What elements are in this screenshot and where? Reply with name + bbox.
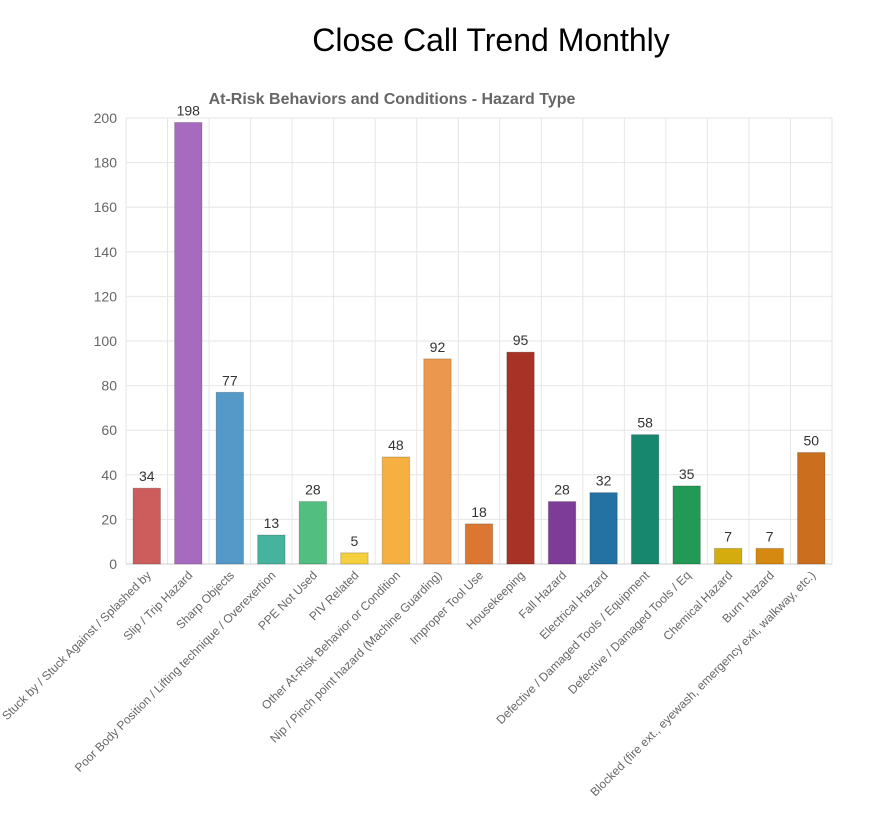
y-tick-label: 140 xyxy=(94,244,118,260)
bar[interactable] xyxy=(298,501,328,565)
bar-value-label: 7 xyxy=(724,528,732,544)
bar[interactable] xyxy=(713,547,743,565)
bar[interactable] xyxy=(547,501,577,565)
bar[interactable] xyxy=(797,452,826,565)
page-title: Close Call Trend Monthly xyxy=(312,22,670,58)
bar-value-label: 7 xyxy=(766,528,774,544)
y-tick-label: 60 xyxy=(101,422,117,438)
y-tick-label: 120 xyxy=(94,288,118,304)
bar[interactable] xyxy=(215,391,245,565)
x-tick-label: Defective / Damaged Tools / Equipment xyxy=(493,568,652,727)
bar-value-label: 198 xyxy=(177,102,201,118)
bar-value-label: 28 xyxy=(305,482,321,498)
y-tick-label: 200 xyxy=(94,110,118,126)
bar-value-label: 18 xyxy=(471,504,487,520)
bar-value-label: 35 xyxy=(679,466,695,482)
bar[interactable] xyxy=(423,358,452,565)
bar-value-label: 95 xyxy=(513,332,529,348)
bar-value-label: 77 xyxy=(222,372,238,388)
bar[interactable] xyxy=(589,492,618,565)
bar-value-label: 13 xyxy=(264,515,280,531)
x-tick-label: Poor Body Position / Lifting technique /… xyxy=(72,568,279,775)
bar[interactable] xyxy=(464,523,494,565)
y-tick-label: 80 xyxy=(101,378,117,394)
y-tick-label: 40 xyxy=(101,467,117,483)
bar[interactable] xyxy=(381,456,411,565)
bar-value-label: 92 xyxy=(430,339,446,355)
y-tick-label: 100 xyxy=(94,333,118,349)
y-tick-label: 20 xyxy=(101,511,117,527)
bar[interactable] xyxy=(506,351,535,565)
bar-value-label: 28 xyxy=(554,482,570,498)
y-tick-label: 0 xyxy=(109,556,117,572)
y-tick-label: 180 xyxy=(94,155,118,171)
bar-value-label: 50 xyxy=(803,433,819,449)
bar-value-label: 58 xyxy=(637,415,653,431)
bar[interactable] xyxy=(174,121,203,565)
bar[interactable] xyxy=(672,485,701,565)
bar-value-label: 32 xyxy=(596,473,612,489)
y-tick-label: 160 xyxy=(94,199,118,215)
bar[interactable] xyxy=(132,487,161,565)
bar[interactable] xyxy=(257,534,286,565)
x-tick-label: Improper Tool Use xyxy=(407,568,486,647)
bar-value-label: 5 xyxy=(351,533,359,549)
bar-value-label: 48 xyxy=(388,437,404,453)
x-tick-label: Stuck by / Stuck Against / Splashed by xyxy=(0,568,154,723)
bar-value-label: 34 xyxy=(139,468,155,484)
chart-title: At-Risk Behaviors and Conditions - Hazar… xyxy=(209,91,576,108)
bar[interactable] xyxy=(630,434,660,565)
bar[interactable] xyxy=(755,547,784,565)
bar[interactable] xyxy=(340,552,369,565)
